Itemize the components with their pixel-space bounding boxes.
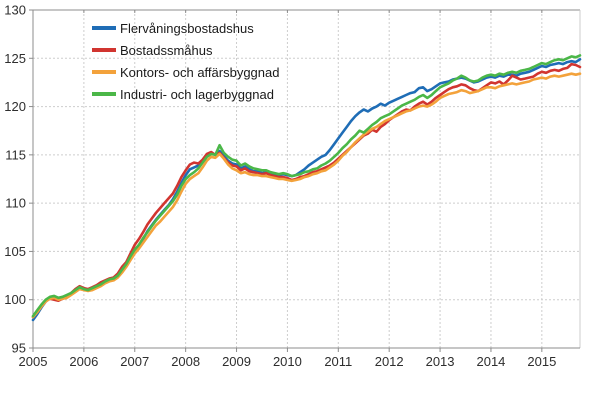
y-axis-label: 130 (4, 3, 26, 18)
x-axis-label: 2007 (120, 354, 149, 369)
x-axis-label: 2014 (476, 354, 505, 369)
legend-label: Bostadssmåhus (120, 42, 213, 58)
legend-line-swatch (92, 26, 116, 30)
legend-label: Kontors- och affärsbyggnad (120, 64, 280, 80)
series-line-3 (31, 72, 582, 319)
legend-item-3: Kontors- och affärsbyggnad (92, 61, 279, 83)
x-axis-label: 2009 (222, 354, 251, 369)
x-axis-label: 2011 (324, 354, 352, 369)
legend-item-1: Flervåningsbostadshus (92, 17, 279, 39)
legend-line-swatch (92, 48, 116, 52)
legend-label: Flervåningsbostadshus (120, 20, 254, 36)
y-axis-label: 125 (4, 51, 26, 66)
x-axis-label: 2010 (273, 354, 302, 369)
legend-item-4: Industri- och lagerbyggnad (92, 83, 279, 105)
y-axis-label: 120 (4, 99, 26, 114)
series-line-4 (31, 54, 582, 318)
y-axis-label: 95 (12, 341, 26, 356)
legend-line-swatch (92, 70, 116, 74)
x-axis-label: 2005 (19, 354, 48, 369)
y-axis-label: 100 (4, 292, 26, 307)
x-axis-label: 2006 (69, 354, 98, 369)
x-axis-label: 2012 (375, 354, 404, 369)
y-axis-label: 115 (5, 147, 26, 162)
legend-line-swatch (92, 92, 116, 96)
legend: Flervåningsbostadshus Bostadssmåhus Kontor… (92, 17, 279, 105)
y-axis-label: 105 (4, 244, 26, 259)
x-axis-label: 2015 (527, 354, 556, 369)
legend-label: Industri- och lagerbyggnad (120, 86, 274, 102)
x-axis-label: 2008 (171, 354, 200, 369)
y-axis-label: 110 (5, 196, 26, 211)
legend-item-2: Bostadssmåhus (92, 39, 279, 61)
x-axis-label: 2013 (426, 354, 455, 369)
series-line-2 (31, 62, 582, 319)
